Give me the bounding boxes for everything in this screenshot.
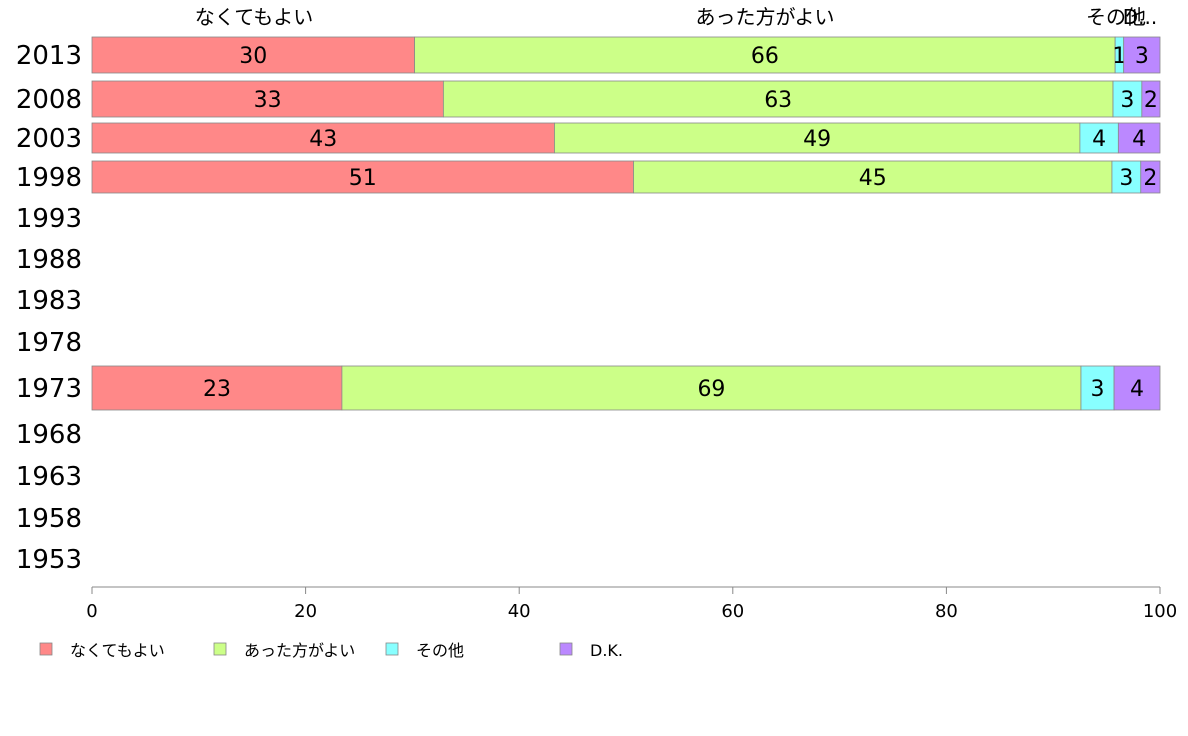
top-category-labels: なくてもよい あった方がよい その他D... (195, 5, 1157, 29)
year-label: 1983 (16, 286, 82, 316)
legend-swatch (39, 642, 53, 656)
bar-segment (1140, 160, 1161, 194)
bar-segment (554, 122, 1081, 154)
x-tick-label: 60 (721, 601, 744, 622)
bars-area: 30 66 1 333 63 3 243 49 4 451 45 3 223 69 3 4 (91, 36, 1161, 411)
year-label: 2003 (16, 124, 82, 154)
data-label: 69 (697, 377, 725, 402)
legend-label: あった方がよい (244, 641, 355, 660)
data-label: 33 (254, 88, 282, 113)
data-label: 1 (1112, 44, 1126, 69)
year-label: 2013 (16, 41, 82, 71)
bar-segment (1080, 365, 1115, 411)
x-tick-label: 100 (1143, 601, 1177, 622)
year-label: 1968 (16, 420, 82, 450)
data-label: 4 (1092, 127, 1106, 152)
data-label: 23 (203, 377, 231, 402)
bar-segment (1123, 36, 1161, 74)
data-label: 2 (1144, 88, 1158, 113)
year-label: 1988 (16, 245, 82, 275)
legend-swatch (385, 642, 399, 656)
legend: なくてもよい あった方がよい その他 D.K. (39, 641, 623, 660)
bar-segment (1117, 122, 1161, 154)
bar-segment (341, 365, 1082, 411)
legend-swatch (559, 642, 573, 656)
top-category-label: その他 (1086, 5, 1146, 29)
year-axis-labels: 2013 2008 2003 1998 1993 1988 1983 1978 1973 1968… (16, 41, 82, 575)
bar-segment (414, 36, 1116, 74)
bar-segment (1113, 365, 1161, 411)
legend-label: D.K. (590, 641, 623, 660)
x-axis: 0 20 40 60 80 100 (86, 586, 1177, 622)
data-label: 66 (751, 44, 779, 69)
legend-swatch (213, 642, 227, 656)
legend-label: その他 (416, 641, 464, 660)
year-label: 1953 (16, 545, 82, 575)
top-category-label: あった方がよい (696, 5, 835, 29)
year-label: 1993 (16, 204, 82, 234)
data-label: 4 (1132, 127, 1146, 152)
data-label: 49 (803, 127, 831, 152)
data-label: 43 (309, 127, 337, 152)
bar-segment (1141, 80, 1161, 118)
year-label: 1958 (16, 504, 82, 534)
year-label: 1978 (16, 328, 82, 358)
x-tick-label: 80 (935, 601, 958, 622)
data-label: 45 (859, 166, 887, 191)
data-label: 3 (1119, 166, 1133, 191)
data-label: 3 (1120, 88, 1134, 113)
x-tick-label: 0 (86, 601, 97, 622)
bar-segment (1112, 80, 1143, 118)
bar-segment (633, 160, 1113, 194)
year-label: 1963 (16, 462, 82, 492)
data-label: 3 (1135, 44, 1149, 69)
year-label: 1973 (16, 374, 82, 404)
year-label: 2008 (16, 85, 82, 115)
data-label: 4 (1130, 377, 1144, 402)
top-category-label: D... (1123, 5, 1157, 29)
bar-segment (442, 80, 1114, 118)
data-label: 63 (764, 88, 792, 113)
x-tick-label: 40 (508, 601, 531, 622)
legend-label: なくてもよい (70, 641, 165, 660)
data-label: 3 (1091, 377, 1105, 402)
data-label: 51 (349, 166, 377, 191)
bar-segment (91, 36, 415, 74)
data-label: 30 (239, 44, 267, 69)
year-label: 1998 (16, 163, 82, 193)
top-category-label: なくてもよい (195, 5, 313, 29)
data-label: 2 (1143, 166, 1157, 191)
bar-segment (91, 365, 343, 411)
x-tick-label: 20 (294, 601, 317, 622)
